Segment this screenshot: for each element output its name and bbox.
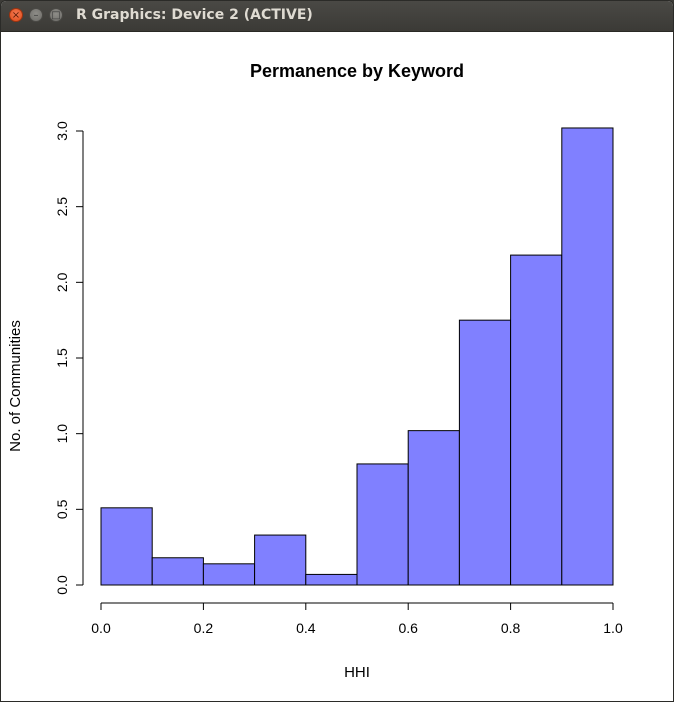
histogram-bar	[254, 534, 307, 586]
histogram-chart: Permanence by Keyword HHI No. of Communi…	[7, 61, 623, 681]
y-axis: 0.0 0.5 1.0 1.5 2.0 2.5 3.0	[54, 121, 84, 595]
y-tick-label: 1.0	[54, 424, 70, 444]
x-tick-label: 0.2	[194, 620, 214, 636]
histogram-bar	[100, 507, 153, 586]
x-tick-label: 0.4	[296, 620, 316, 636]
histogram-bar	[561, 127, 614, 586]
y-tick-label: 2.5	[54, 197, 70, 217]
close-icon: ×	[11, 10, 21, 21]
histogram-bar	[151, 557, 204, 586]
minimize-button[interactable]: –	[29, 8, 43, 22]
y-tick-label: 3.0	[54, 121, 70, 141]
x-tick-label: 0.6	[398, 620, 418, 636]
y-tick-label: 0.5	[54, 499, 70, 519]
x-axis: 0.0 0.2 0.4 0.6 0.8 1.0	[91, 602, 623, 636]
histogram-bar	[510, 254, 563, 586]
histogram-bar	[202, 563, 256, 586]
y-axis-label: No. of Communities	[7, 320, 24, 452]
maximize-button[interactable]: □	[49, 8, 63, 22]
minimize-icon: –	[33, 10, 39, 21]
y-tick-label: 1.5	[54, 348, 70, 368]
window-title: R Graphics: Device 2 (ACTIVE)	[76, 7, 313, 23]
y-tick-label: 2.0	[54, 272, 70, 292]
y-tick-label: 0.0	[54, 575, 70, 595]
title-bar[interactable]: × – □ R Graphics: Device 2 (ACTIVE)	[1, 1, 673, 32]
x-tick-label: 1.0	[603, 620, 623, 636]
x-tick-label: 0.0	[91, 620, 111, 636]
histogram-bar	[407, 430, 460, 586]
bars-group	[100, 127, 614, 586]
x-axis-label: HHI	[344, 664, 370, 681]
histogram-bar	[305, 573, 358, 586]
chart-title: Permanence by Keyword	[250, 61, 464, 81]
histogram-bar	[458, 319, 512, 586]
close-button[interactable]: ×	[9, 8, 23, 22]
x-tick-label: 0.8	[501, 620, 521, 636]
maximize-icon: □	[51, 10, 61, 21]
histogram-bar	[356, 463, 409, 586]
